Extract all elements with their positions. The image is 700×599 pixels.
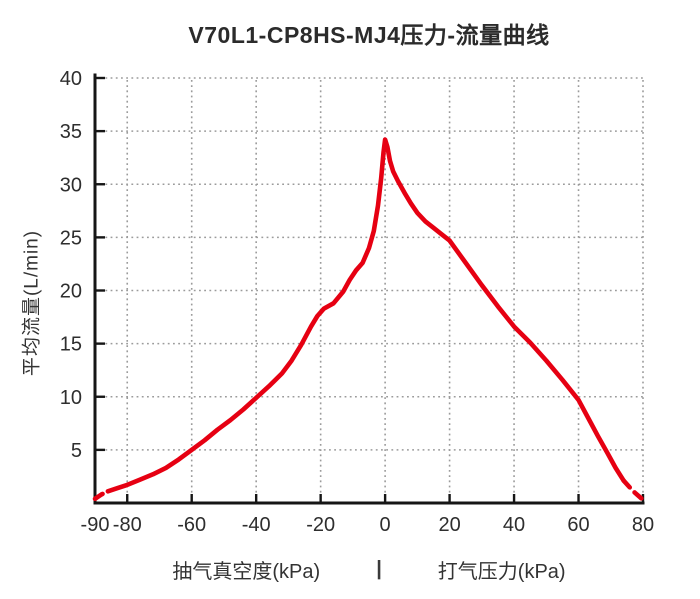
- svg-text:-20: -20: [306, 514, 335, 536]
- svg-text:-60: -60: [177, 514, 206, 536]
- svg-text:20: 20: [438, 514, 460, 536]
- axes: [93, 73, 645, 505]
- x-axis-title-separator: |: [376, 557, 382, 580]
- x-tick-labels: -90 -80 -60 -40 -20 0 20 40 60 80: [81, 514, 655, 536]
- svg-text:25: 25: [60, 227, 82, 249]
- svg-text:35: 35: [60, 121, 82, 143]
- svg-text:0: 0: [380, 514, 391, 536]
- svg-text:10: 10: [60, 387, 82, 409]
- x-axis-title-vacuum: 抽气真空度(kPa): [172, 560, 321, 583]
- svg-text:40: 40: [503, 514, 525, 536]
- x-axis-title-pressure: 打气压力(kPa): [437, 560, 566, 583]
- svg-text:-40: -40: [242, 514, 271, 536]
- svg-text:5: 5: [71, 440, 82, 462]
- x-axis-title: 抽气真空度(kPa) | 打气压力(kPa): [95, 554, 643, 584]
- svg-text:-80: -80: [113, 514, 142, 536]
- y-tick-labels: 5 10 15 20 25 30 35 40: [60, 68, 82, 462]
- svg-text:60: 60: [567, 514, 589, 536]
- svg-text:40: 40: [60, 68, 82, 90]
- svg-text:80: 80: [632, 514, 654, 536]
- grid-lines: [95, 77, 644, 503]
- flow-curve: [92, 137, 646, 503]
- chart-title: V70L1-CP8HS-MJ4压力-流量曲线: [188, 22, 550, 48]
- svg-text:20: 20: [60, 281, 82, 303]
- svg-text:30: 30: [60, 174, 82, 196]
- svg-text:15: 15: [60, 334, 82, 356]
- svg-text:-90: -90: [81, 514, 110, 536]
